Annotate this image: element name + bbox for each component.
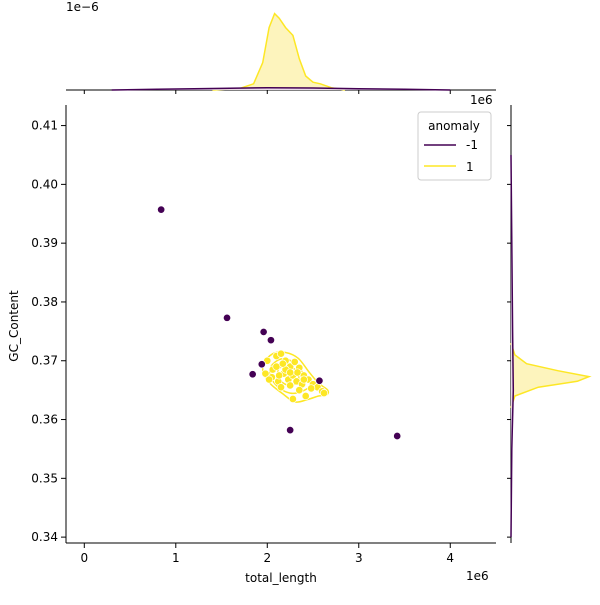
- y-tick-label: 0.38: [31, 295, 58, 309]
- scatter-point-anomaly-pos1: [276, 349, 286, 358]
- scatter-point-anomaly-neg1: [266, 336, 275, 345]
- x-offset-label: 1e6: [466, 569, 489, 583]
- y-tick-label: 0.36: [31, 413, 58, 427]
- x-axis-label: total_length: [245, 571, 317, 585]
- scatter-point-anomaly-neg1: [315, 376, 324, 385]
- y-axis-label: GC_Content: [7, 290, 21, 362]
- scatter-point-anomaly-neg1: [393, 431, 402, 441]
- scatter-point-anomaly-pos1: [293, 368, 302, 377]
- scatter-point-anomaly-pos1: [278, 359, 287, 368]
- top-kde-fill-anomaly-pos1: [212, 13, 345, 91]
- scatter-point-anomaly-pos1: [286, 368, 295, 377]
- x-tick-label: 0: [80, 551, 88, 565]
- scatter-points-group: [157, 205, 402, 441]
- top-marginal-kde: [66, 12, 496, 94]
- scatter-point-anomaly-pos1: [276, 383, 286, 392]
- scatter-point-anomaly-pos1: [275, 371, 284, 380]
- scatter-point-anomaly-neg1: [259, 327, 268, 336]
- legend-label-anomaly-neg1: -1: [466, 138, 478, 152]
- y-tick-label: 0.40: [31, 177, 58, 191]
- scatter-point-anomaly-pos1: [319, 389, 329, 398]
- top-kde-line-anomaly-neg1: [111, 86, 451, 91]
- top-marginal-offset-label: 1e−6: [66, 0, 99, 14]
- x-tick-label: 3: [355, 551, 363, 565]
- legend-title: anomaly: [428, 119, 480, 133]
- legend-label-anomaly-pos1: 1: [466, 160, 474, 174]
- scatter-point-anomaly-neg1: [157, 205, 166, 214]
- right-kde-fill-anomaly-pos1: [511, 343, 589, 408]
- y-tick-label: 0.41: [31, 119, 58, 133]
- scatter-point-anomaly-pos1: [307, 384, 316, 393]
- scatter-point-anomaly-pos1: [288, 394, 297, 404]
- scatter-point-anomaly-neg1: [248, 370, 257, 379]
- scatter-point-anomaly-neg1: [286, 426, 295, 435]
- top-kde-line-anomaly-pos1: [212, 12, 346, 91]
- x-tick-label: 4: [446, 551, 454, 565]
- main-axes: 0 1 2 3 4 0.34 0.35 0.36 0.37 0.38 0.39 0.40 0.41: [31, 105, 496, 565]
- scatter-point-anomaly-pos1: [295, 386, 304, 395]
- y-tick-label: 0.37: [31, 354, 58, 368]
- scatter-point-anomaly-pos1: [301, 391, 310, 401]
- legend: anomaly -1 1: [417, 111, 492, 181]
- scatter-point-anomaly-pos1: [286, 381, 295, 390]
- right-kde-line-anomaly-neg1: [510, 154, 515, 538]
- x-tick-label: 1: [172, 551, 180, 565]
- x-tick-label: 2: [263, 551, 271, 565]
- right-marginal-kde: [507, 105, 592, 543]
- scatter-point-anomaly-pos1: [265, 375, 274, 384]
- y-tick-label: 0.34: [31, 530, 58, 544]
- scatter-point-anomaly-pos1: [290, 357, 299, 366]
- legend-frame: [417, 111, 492, 181]
- right-marginal-offset-label: 1e6: [470, 93, 493, 107]
- right-kde-line-anomaly-pos1: [510, 342, 592, 409]
- y-tick-label: 0.35: [31, 471, 58, 485]
- scatter-point-anomaly-neg1: [222, 313, 232, 322]
- scatter-point-anomaly-pos1: [299, 375, 308, 384]
- scatter-point-anomaly-neg1: [257, 360, 266, 369]
- y-tick-label: 0.39: [31, 236, 58, 250]
- scatter-point-anomaly-pos1: [261, 369, 270, 378]
